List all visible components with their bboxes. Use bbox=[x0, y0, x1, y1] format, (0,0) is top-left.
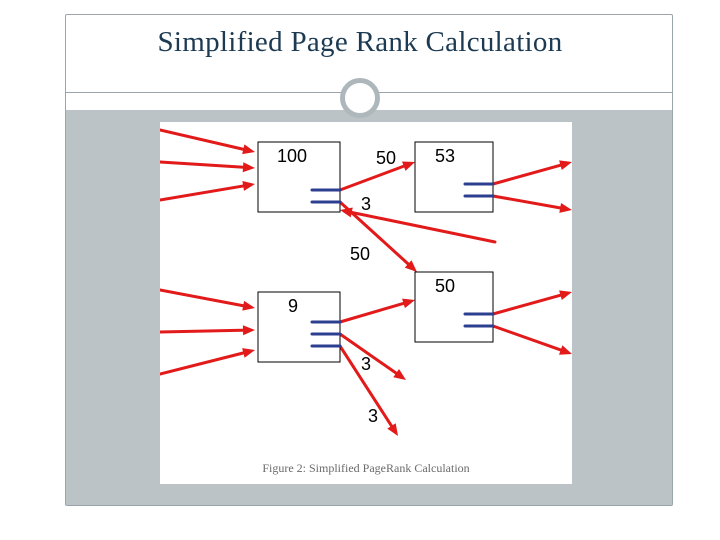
svg-text:9: 9 bbox=[288, 296, 298, 316]
slide-title: Simplified Page Rank Calculation bbox=[0, 26, 720, 59]
svg-text:50: 50 bbox=[376, 148, 396, 168]
svg-text:50: 50 bbox=[435, 276, 455, 296]
pagerank-diagram: 100 53 9 50 50 3 50 3 3 bbox=[160, 122, 572, 484]
svg-text:3: 3 bbox=[361, 354, 371, 374]
svg-text:100: 100 bbox=[277, 146, 307, 166]
figure-panel: 100 53 9 50 50 3 50 3 3 Figure 2: Simplified Pa… bbox=[160, 122, 572, 484]
svg-text:3: 3 bbox=[361, 194, 371, 214]
svg-text:53: 53 bbox=[435, 146, 455, 166]
slide: Simplified Page Rank Calculation 100 53 9 5… bbox=[0, 0, 720, 540]
svg-text:3: 3 bbox=[368, 406, 378, 426]
figure-caption: Figure 2: Simplified PageRank Calculatio… bbox=[160, 461, 572, 476]
svg-text:50: 50 bbox=[350, 244, 370, 264]
ring-ornament-icon bbox=[340, 78, 380, 118]
